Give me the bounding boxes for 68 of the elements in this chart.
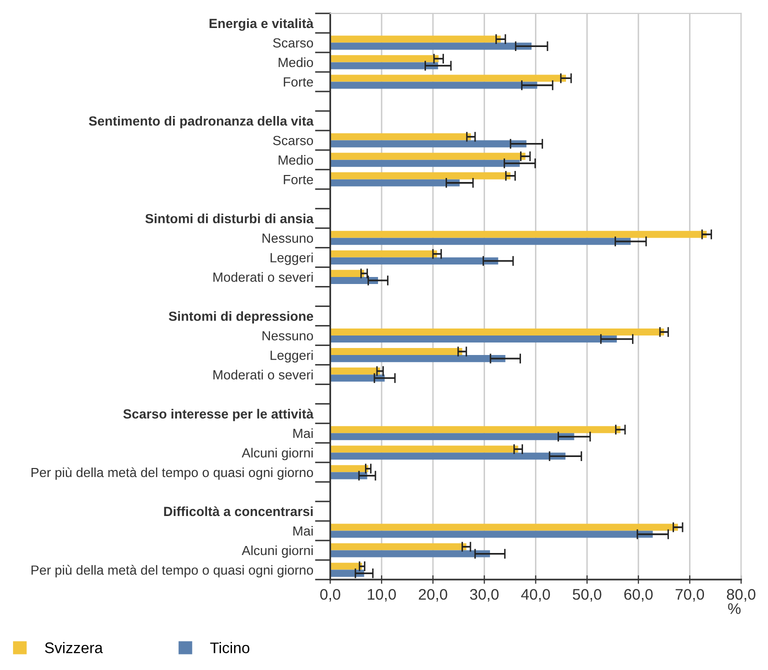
y-tick-label: Scarso <box>273 38 314 48</box>
y-tick-label: Medio <box>278 155 314 165</box>
bar <box>330 74 566 82</box>
x-tick-label: 80,0 <box>726 588 756 602</box>
y-tick-label: Alcuni giorni <box>242 448 313 460</box>
y-tick-label: Energia e vitalità <box>210 18 314 31</box>
bar <box>330 250 438 258</box>
bar <box>330 336 617 343</box>
bar <box>330 230 707 238</box>
y-tick-label: Moderati o severi <box>213 272 313 282</box>
y-tick-label: Forte <box>284 175 313 184</box>
x-tick-label: 60,0 <box>624 588 653 602</box>
bar <box>330 426 620 434</box>
bar <box>330 36 501 43</box>
y-tick-label: Medio <box>278 57 314 68</box>
bar <box>330 179 460 186</box>
bar <box>330 160 520 167</box>
bar <box>330 446 518 453</box>
x-tick-label: 30,0 <box>470 588 499 602</box>
bar <box>330 152 526 160</box>
bar <box>330 62 438 70</box>
bar <box>330 133 471 140</box>
bar <box>330 42 532 50</box>
x-tick-label: 70,0 <box>676 588 704 602</box>
legend-label: Svizzera <box>45 642 103 654</box>
y-tick-label: Per più della metà del tempo o quasi ogni giorno <box>32 564 314 578</box>
y-tick-label: Leggeri <box>270 350 313 363</box>
y-tick-label: Nessuno <box>262 234 314 243</box>
x-axis-title: % <box>728 603 741 614</box>
bar <box>330 55 439 62</box>
y-tick-label: Leggeri <box>270 252 313 265</box>
bar <box>330 82 538 89</box>
y-tick-label: Alcuni giorni <box>242 545 313 558</box>
y-tick-label: Difficoltà a concentrarsi <box>164 506 313 516</box>
y-tick-label: Nessuno <box>262 331 314 340</box>
bar <box>330 452 566 460</box>
legend-label: Ticino <box>210 642 250 654</box>
y-tick-label: Scarso interesse per le attività <box>123 408 314 422</box>
y-tick-label: Sentimento di padronanza della vita <box>88 116 314 128</box>
bar <box>330 543 466 550</box>
bar <box>330 328 664 336</box>
bar <box>330 355 506 362</box>
bar <box>330 238 631 245</box>
bar <box>330 257 498 264</box>
y-tick-label: Mai <box>293 526 313 536</box>
bar <box>330 433 574 440</box>
y-tick-label: Mai <box>293 428 313 438</box>
y-tick-label: Sintomi di disturbi di ansia <box>145 214 314 224</box>
y-tick-label: Forte <box>284 77 313 87</box>
y-tick-label: Moderati o severi <box>213 370 313 380</box>
x-tick-label: 20,0 <box>418 588 448 602</box>
bar <box>330 562 362 570</box>
y-tick-label: Scarso <box>273 136 314 146</box>
bar <box>330 524 678 531</box>
x-tick-label: 50,0 <box>572 588 602 602</box>
bar <box>330 530 653 538</box>
x-tick-label: 10,0 <box>368 588 396 602</box>
bar <box>330 140 526 148</box>
bar <box>330 368 380 375</box>
bar <box>330 465 368 472</box>
bar <box>330 172 511 180</box>
x-tick-label: 0,0 <box>320 588 340 602</box>
bar <box>330 348 462 356</box>
bar <box>330 550 490 558</box>
y-tick-label: Sintomi di depressione <box>168 311 314 324</box>
y-tick-label: Per più della metà del tempo o quasi ogni giorno <box>32 467 314 480</box>
x-tick-label: 40,0 <box>521 588 550 602</box>
bar <box>330 270 364 277</box>
